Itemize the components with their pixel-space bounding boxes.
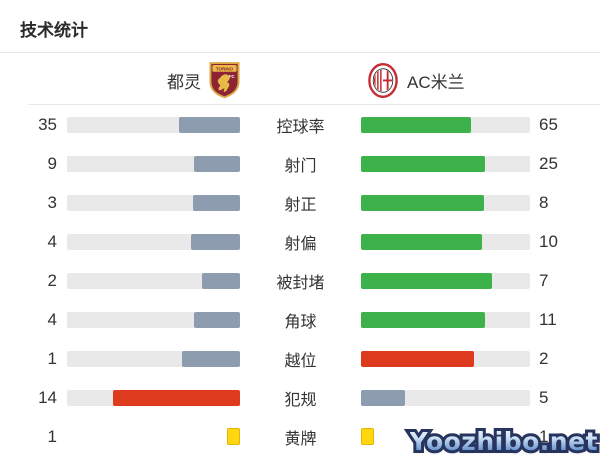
stat-label: 黄牌 bbox=[284, 430, 317, 448]
away-value: 10 bbox=[539, 231, 558, 251]
home-value: 9 bbox=[47, 153, 57, 173]
home-value: 4 bbox=[47, 231, 57, 251]
away-value: 8 bbox=[539, 192, 549, 212]
away-team-name: AC米兰 bbox=[407, 72, 465, 92]
stat-label: 越位 bbox=[284, 352, 317, 370]
home-bar bbox=[67, 389, 240, 406]
away-bar-fill bbox=[361, 194, 484, 211]
home-bar-fill bbox=[193, 311, 240, 328]
stat-row: 9 射门 25 bbox=[0, 144, 600, 183]
away-bar-fill bbox=[361, 389, 406, 406]
home-bar-fill bbox=[182, 350, 240, 367]
home-bar-fill bbox=[179, 116, 240, 133]
stat-row: 35 控球率 65 bbox=[0, 105, 600, 144]
ac-milan-crest-icon bbox=[368, 62, 398, 98]
stat-row: 4 角球 11 bbox=[0, 300, 600, 339]
away-team-header: AC米兰 bbox=[368, 60, 465, 100]
home-value: 14 bbox=[38, 387, 57, 407]
home-team-name: 都灵 bbox=[167, 72, 201, 92]
header-divider bbox=[28, 104, 600, 105]
home-yellow-card bbox=[227, 427, 240, 445]
away-bar bbox=[361, 427, 530, 445]
stat-row: 4 射偏 10 bbox=[0, 222, 600, 261]
home-bar bbox=[67, 233, 240, 250]
home-bar bbox=[67, 427, 240, 445]
home-bar-fill bbox=[201, 272, 240, 289]
away-bar-fill bbox=[361, 272, 493, 289]
stat-label: 犯规 bbox=[284, 391, 317, 409]
stat-label: 控球率 bbox=[276, 118, 325, 136]
away-yellow-card bbox=[361, 427, 374, 445]
away-value: 65 bbox=[539, 114, 558, 134]
stat-row: 14 犯规 5 bbox=[0, 378, 600, 417]
away-bar bbox=[361, 311, 530, 328]
stat-label: 角球 bbox=[284, 313, 317, 331]
svg-text:FC: FC bbox=[229, 74, 236, 79]
torino-crest-icon: TORINO FC bbox=[209, 62, 240, 99]
away-value: 25 bbox=[539, 153, 558, 173]
home-value: 3 bbox=[47, 192, 57, 212]
stat-label: 射门 bbox=[284, 157, 317, 175]
home-value: 2 bbox=[47, 270, 57, 290]
home-bar-fill bbox=[112, 389, 240, 406]
home-value: 4 bbox=[47, 309, 57, 329]
stat-row: 3 射正 8 bbox=[0, 183, 600, 222]
away-bar-fill bbox=[361, 233, 482, 250]
home-bar bbox=[67, 194, 240, 211]
away-bar bbox=[361, 350, 530, 367]
stat-row: 1 黄牌 1 bbox=[0, 417, 600, 456]
away-bar bbox=[361, 272, 530, 289]
home-bar bbox=[67, 272, 240, 289]
away-bar bbox=[361, 116, 530, 133]
home-value: 1 bbox=[47, 426, 57, 446]
away-bar bbox=[361, 155, 530, 172]
away-bar bbox=[361, 389, 530, 406]
home-bar bbox=[67, 311, 240, 328]
away-bar-fill bbox=[361, 155, 486, 172]
watermark-text: Yoozhibo.net bbox=[409, 427, 598, 456]
home-value: 35 bbox=[38, 114, 57, 134]
home-bar bbox=[67, 350, 240, 367]
away-bar bbox=[361, 233, 530, 250]
away-bar bbox=[361, 194, 530, 211]
home-team-header: 都灵 TORINO FC bbox=[0, 60, 240, 100]
home-bar-fill bbox=[192, 194, 240, 211]
home-bar bbox=[67, 155, 240, 172]
away-bar-fill bbox=[361, 311, 485, 328]
away-bar-fill bbox=[361, 350, 474, 367]
stat-label: 射正 bbox=[284, 196, 317, 214]
home-bar-fill bbox=[194, 155, 240, 172]
stat-row: 1 越位 2 bbox=[0, 339, 600, 378]
away-value: 5 bbox=[539, 387, 549, 407]
watermark-outline: Yoozhibo.net bbox=[407, 424, 600, 459]
away-value: 2 bbox=[539, 348, 549, 368]
stat-label: 射偏 bbox=[284, 235, 317, 253]
page-title: 技术统计 bbox=[20, 21, 88, 40]
stat-label: 被封堵 bbox=[276, 274, 325, 292]
away-bar-fill bbox=[361, 116, 471, 133]
stats-list: 35 控球率 65 9 射门 25 3 射正 8 4 射偏 10 2 被封堵 7… bbox=[0, 105, 600, 456]
stat-row: 2 被封堵 7 bbox=[0, 261, 600, 300]
away-value: 11 bbox=[539, 309, 557, 329]
away-value: 7 bbox=[539, 270, 549, 290]
home-bar bbox=[67, 116, 240, 133]
svg-text:TORINO: TORINO bbox=[216, 66, 234, 71]
away-value: 1 bbox=[539, 427, 599, 447]
home-value: 1 bbox=[47, 348, 57, 368]
home-bar-fill bbox=[190, 233, 240, 250]
title-divider bbox=[0, 52, 600, 53]
